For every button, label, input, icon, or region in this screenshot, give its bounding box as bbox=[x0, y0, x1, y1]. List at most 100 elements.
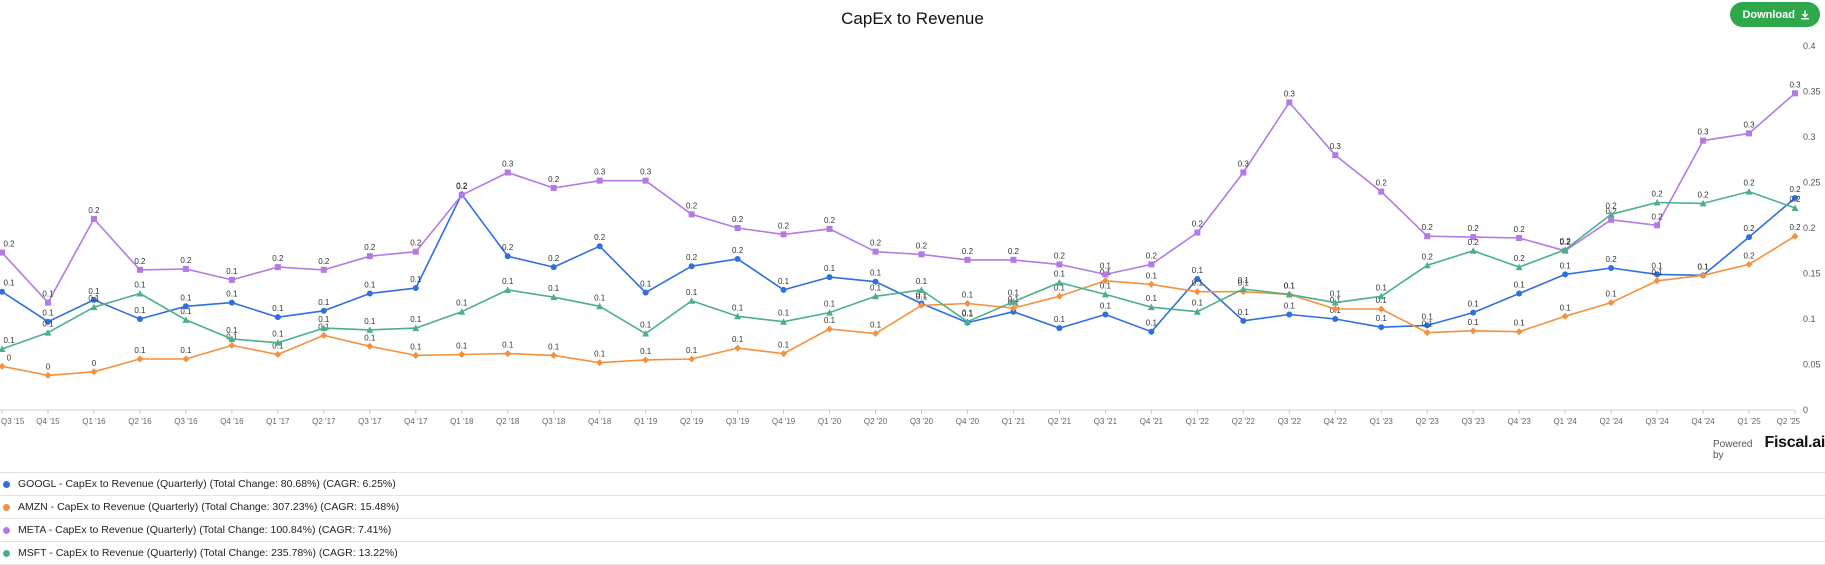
brand-logo[interactable]: Fiscal.ai bbox=[1764, 434, 1825, 451]
point-meta bbox=[964, 256, 971, 263]
point-amzn bbox=[963, 300, 971, 308]
point-msft bbox=[182, 316, 190, 323]
point-meta bbox=[228, 276, 235, 283]
point-amzn bbox=[136, 355, 144, 363]
data-label-amzn: 0.1 bbox=[870, 321, 882, 330]
data-label-googl: 0.1 bbox=[1422, 312, 1434, 321]
point-meta bbox=[734, 225, 741, 231]
data-label-googl: 0.1 bbox=[1192, 266, 1204, 275]
data-label-meta: 0.1 bbox=[1100, 261, 1112, 270]
point-msft bbox=[1101, 290, 1109, 298]
data-label-meta: 0.2 bbox=[364, 243, 376, 252]
point-googl bbox=[688, 263, 695, 270]
point-amzn bbox=[1423, 329, 1431, 337]
point-msft bbox=[1147, 303, 1155, 311]
data-label-amzn: 0.1 bbox=[134, 346, 146, 355]
y-tick-label: 0.1 bbox=[1803, 314, 1816, 324]
point-amzn bbox=[366, 342, 374, 350]
data-label-googl: 0.1 bbox=[88, 287, 100, 296]
point-meta bbox=[458, 192, 465, 199]
data-label-meta: 0.3 bbox=[594, 168, 606, 177]
y-tick-label: 0.3 bbox=[1803, 132, 1816, 142]
point-amzn bbox=[917, 301, 925, 309]
x-tick-label: Q2 '24 bbox=[1599, 417, 1623, 426]
point-msft bbox=[826, 309, 834, 316]
x-tick-label: Q3 '18 bbox=[542, 417, 566, 426]
point-meta bbox=[1010, 256, 1017, 263]
data-label-msft: 0.2 bbox=[1789, 195, 1801, 204]
data-label-amzn: 0.1 bbox=[1238, 279, 1250, 288]
x-tick-label: Q4 '20 bbox=[956, 417, 980, 426]
point-googl bbox=[1378, 324, 1385, 331]
point-amzn bbox=[1377, 305, 1385, 313]
point-msft bbox=[1009, 298, 1017, 305]
point-msft bbox=[366, 326, 374, 333]
data-label-msft: 0.2 bbox=[1606, 201, 1618, 210]
point-msft bbox=[963, 318, 971, 325]
x-tick-label: Q3 '23 bbox=[1462, 417, 1486, 426]
legend-label-msft: MSFT - CapEx to Revenue (Quarterly) (Tot… bbox=[18, 547, 398, 559]
point-msft bbox=[1791, 204, 1799, 211]
data-label-meta: 0.2 bbox=[318, 257, 330, 266]
series-line-amzn bbox=[1, 235, 1796, 377]
data-label-googl: 0.1 bbox=[640, 280, 652, 289]
data-label-meta: 0.2 bbox=[1606, 207, 1618, 216]
point-googl bbox=[1148, 328, 1155, 335]
point-googl bbox=[826, 274, 833, 281]
data-label-meta: 0.2 bbox=[1468, 224, 1480, 233]
data-label-googl: 0.1 bbox=[1514, 281, 1526, 290]
x-tick-label: Q2 '17 bbox=[312, 417, 336, 426]
point-amzn bbox=[1561, 312, 1569, 320]
data-label-msft: 0.1 bbox=[42, 320, 54, 329]
point-googl bbox=[1608, 265, 1615, 272]
data-label-meta: 0.2 bbox=[870, 239, 882, 248]
data-label-meta: 0.2 bbox=[1422, 223, 1434, 232]
data-label-amzn: 0.2 bbox=[1743, 251, 1755, 260]
data-label-amzn: 0.1 bbox=[778, 341, 790, 350]
point-meta bbox=[1424, 233, 1431, 240]
data-label-amzn: 0.1 bbox=[1054, 283, 1066, 292]
point-msft bbox=[0, 345, 6, 353]
data-label-meta: 0.2 bbox=[548, 175, 560, 184]
x-tick-label: Q1 '19 bbox=[634, 417, 658, 426]
data-label-googl: 0.1 bbox=[272, 304, 284, 313]
point-meta bbox=[1056, 261, 1063, 268]
point-msft bbox=[1745, 188, 1753, 195]
point-amzn bbox=[1055, 292, 1063, 300]
data-label-amzn: 0.1 bbox=[410, 342, 422, 351]
x-tick-label: Q4 '23 bbox=[1507, 417, 1531, 426]
data-label-meta: 0.1 bbox=[42, 290, 54, 299]
legend-item-msft[interactable]: MSFT - CapEx to Revenue (Quarterly) (Tot… bbox=[0, 541, 1825, 565]
point-amzn bbox=[1469, 327, 1477, 335]
legend-item-meta[interactable]: META - CapEx to Revenue (Quarterly) (Tot… bbox=[0, 518, 1825, 541]
point-msft bbox=[688, 297, 696, 304]
point-googl bbox=[366, 290, 373, 297]
data-label-msft: 0.1 bbox=[778, 309, 790, 318]
data-label-msft: 0.1 bbox=[686, 288, 698, 297]
data-label-msft: 0.1 bbox=[548, 284, 560, 293]
x-tick-label: Q2 '18 bbox=[496, 417, 520, 426]
point-meta bbox=[550, 184, 557, 191]
y-tick-label: 0 bbox=[1803, 405, 1808, 415]
data-label-msft: 0.1 bbox=[824, 300, 836, 309]
legend-dot-meta bbox=[3, 526, 10, 534]
data-label-meta: 0.2 bbox=[3, 240, 15, 249]
data-label-meta: 0.3 bbox=[640, 168, 652, 177]
data-label-amzn: 0.2 bbox=[1789, 223, 1801, 232]
data-label-amzn: 0.1 bbox=[916, 292, 928, 301]
point-googl bbox=[1194, 275, 1201, 282]
data-label-meta: 0.2 bbox=[1514, 225, 1526, 234]
series-line-meta bbox=[1, 92, 1796, 304]
download-button[interactable]: Download bbox=[1730, 2, 1820, 27]
point-meta bbox=[1240, 169, 1247, 176]
point-msft bbox=[1469, 247, 1477, 254]
data-label-msft: 0.1 bbox=[916, 277, 928, 286]
point-amzn bbox=[826, 325, 834, 333]
point-meta bbox=[1148, 261, 1155, 268]
legend-item-googl[interactable]: GOOGL - CapEx to Revenue (Quarterly) (To… bbox=[0, 472, 1825, 495]
point-amzn bbox=[274, 350, 282, 358]
x-tick-label: Q1 '20 bbox=[818, 417, 842, 426]
y-tick-label: 0.35 bbox=[1803, 87, 1821, 97]
point-googl bbox=[182, 303, 189, 310]
legend-item-amzn[interactable]: AMZN - CapEx to Revenue (Quarterly) (Tot… bbox=[0, 495, 1825, 518]
